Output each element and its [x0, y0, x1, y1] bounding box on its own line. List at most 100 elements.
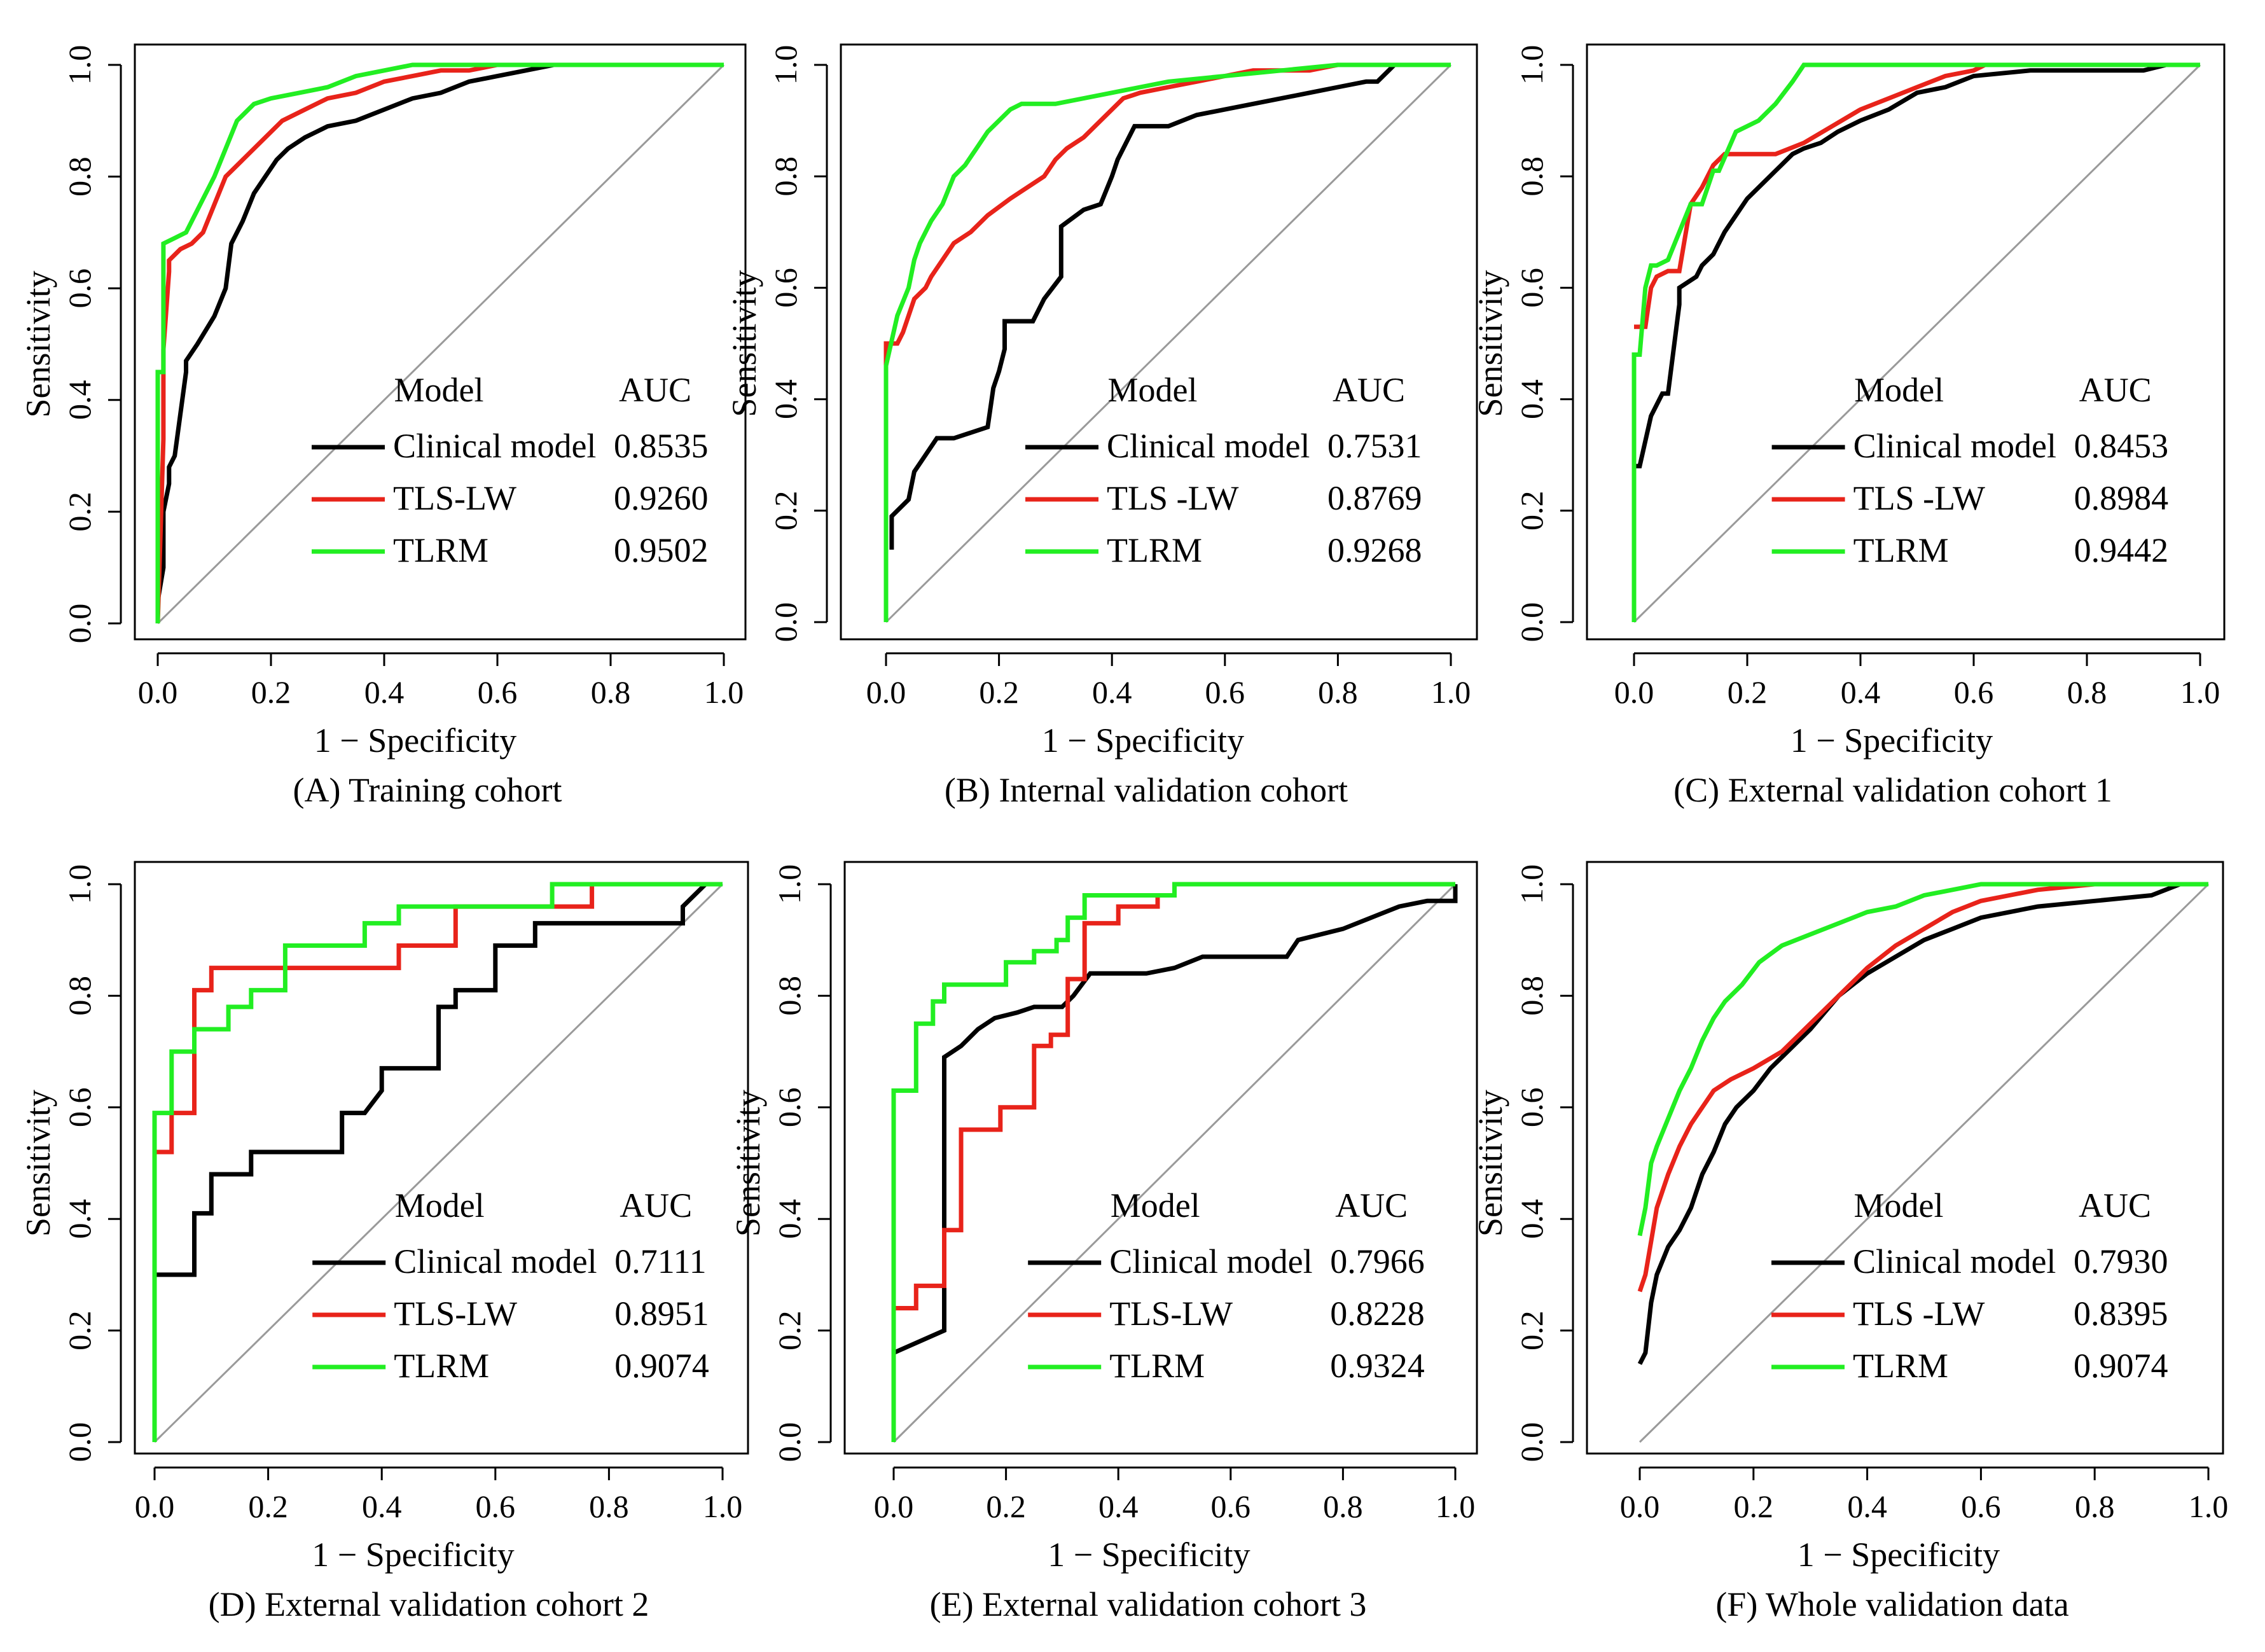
x-tick-label: 0.0 [1614, 674, 1654, 710]
y-axis-title: Sensitivity [1471, 1090, 1509, 1237]
legend-series-auc: 0.8395 [2074, 1295, 2168, 1333]
roc-curve-tls-lw [1637, 882, 2208, 1293]
y-tick-label: 0.6 [772, 1088, 807, 1128]
y-tick-label: 0.2 [1514, 1310, 1549, 1350]
roc-curve-tls-lw [155, 62, 724, 624]
x-tick-label: 0.0 [138, 674, 178, 710]
legend-series-auc: 0.8769 [1327, 479, 1422, 517]
y-tick-label: 0.6 [62, 268, 97, 309]
reference-diagonal [892, 883, 1457, 1443]
y-tick-label: 0.4 [62, 380, 97, 420]
legend-header-model: Model [1111, 1186, 1200, 1225]
y-tick-label: 0.4 [772, 1199, 807, 1239]
x-axis-title: 1 − Specificity [314, 721, 516, 760]
legend-series-name: TLS -LW [1853, 479, 1985, 517]
y-tick-label: 1.0 [62, 45, 97, 85]
legend-header-auc: AUC [2079, 1186, 2151, 1225]
y-tick-label: 0.6 [62, 1088, 97, 1128]
plot-frame [1586, 43, 2226, 641]
legend-series-auc: 0.8228 [1330, 1295, 1425, 1333]
x-tick-label: 0.2 [1728, 674, 1768, 710]
roc-curve-tlrm [152, 882, 723, 1442]
legend-header-auc: AUC [620, 1186, 692, 1225]
x-tick-label: 0.8 [591, 674, 631, 710]
x-tick-label: 1.0 [703, 1489, 743, 1524]
y-axis-title: Sensitivity [19, 270, 57, 417]
y-tick-label: 0.2 [772, 1310, 807, 1350]
legend-series-name: TLRM [393, 531, 488, 569]
y-tick-label: 0.8 [768, 156, 803, 197]
legend-series-name: TLS -LW [1107, 479, 1238, 517]
y-tick-label: 0.8 [62, 976, 97, 1016]
x-tick-label: 0.6 [1954, 674, 1994, 710]
x-tick-label: 0.8 [1318, 674, 1358, 710]
roc-panel-2: 0.0 0.2 0.4 0.6 0.8 1.0 1 − Specificity 0.0 0.2 0… [725, 43, 1478, 809]
x-axis-title: 1 − Specificity [1042, 721, 1244, 760]
legend-series-name: Clinical model [1109, 1242, 1312, 1281]
x-tick-label: 0.0 [874, 1489, 914, 1524]
x-tick-label: 0.2 [986, 1489, 1026, 1524]
y-tick-label: 0.4 [768, 379, 803, 419]
x-tick-label: 0.8 [589, 1489, 629, 1524]
roc-panel-5: 0.0 0.2 0.4 0.6 0.8 1.0 1 − Specificity 0.0 0.2 0… [729, 861, 1478, 1623]
legend-series-name: TLRM [1107, 531, 1202, 569]
roc-curve-tlrm [891, 882, 1455, 1442]
legend-series-name: Clinical model [1853, 1242, 2056, 1281]
x-tick-label: 0.4 [1092, 674, 1132, 710]
reference-diagonal [1638, 883, 2210, 1443]
roc-curve-clinical-model [155, 62, 724, 602]
roc-curve-clinical-model [892, 884, 1458, 1355]
panel-caption: (F) Whole validation data [1715, 1585, 2068, 1623]
legend-header-model: Model [1108, 371, 1198, 409]
legend-series-name: TLRM [394, 1347, 489, 1385]
legend-series-auc: 0.9074 [614, 1347, 709, 1385]
legend-series-auc: 0.7966 [1330, 1242, 1425, 1281]
legend-header-auc: AUC [1333, 371, 1405, 409]
y-axis-title: Sensitivity [1471, 270, 1509, 417]
x-tick-label: 0.4 [1847, 1489, 1887, 1524]
reference-diagonal [885, 64, 1452, 623]
x-tick-label: 0.6 [1205, 674, 1245, 710]
x-tick-label: 1.0 [2180, 674, 2220, 710]
x-tick-label: 0.8 [2075, 1489, 2115, 1524]
legend-header-auc: AUC [619, 371, 691, 409]
y-tick-label: 0.6 [1514, 268, 1549, 308]
plot-frame [840, 43, 1478, 641]
roc-panel-4: 0.0 0.2 0.4 0.6 0.8 1.0 1 − Specificity 0.0 0.2 0… [19, 861, 749, 1623]
x-tick-label: 0.6 [1211, 1489, 1251, 1524]
plot-frame [134, 43, 747, 641]
y-tick-label: 0.0 [1514, 1422, 1549, 1462]
legend-header-model: Model [395, 1186, 485, 1225]
y-tick-label: 0.8 [1514, 156, 1549, 197]
x-tick-label: 0.4 [364, 674, 405, 710]
x-tick-label: 1.0 [1431, 674, 1471, 710]
legend-series-name: Clinical model [1107, 427, 1310, 465]
y-tick-label: 0.2 [1514, 491, 1549, 531]
x-tick-label: 0.0 [866, 674, 906, 710]
x-tick-label: 0.8 [2067, 674, 2107, 710]
x-tick-label: 0.6 [476, 1489, 516, 1524]
y-tick-label: 0.8 [772, 976, 807, 1016]
y-tick-label: 1.0 [768, 45, 803, 85]
x-tick-label: 0.2 [1734, 1489, 1774, 1524]
y-tick-label: 0.2 [768, 491, 803, 531]
legend-series-auc: 0.8535 [614, 427, 709, 465]
legend-series-name: TLS -LW [1853, 1295, 1984, 1333]
legend-header-auc: AUC [1335, 1186, 1408, 1225]
legend-series-auc: 0.9442 [2074, 531, 2169, 569]
legend-series-auc: 0.8453 [2074, 427, 2169, 465]
reference-diagonal [1633, 64, 2201, 623]
x-tick-label: 0.2 [251, 674, 291, 710]
panel-caption: (C) External validation cohort 1 [1673, 771, 2112, 809]
legend-series-auc: 0.8951 [614, 1295, 709, 1333]
y-tick-label: 0.0 [768, 602, 803, 642]
plot-frame [843, 861, 1478, 1455]
y-tick-label: 0.8 [62, 156, 97, 197]
legend-series-name: TLRM [1853, 1347, 1948, 1385]
x-axis-title: 1 − Specificity [1048, 1536, 1250, 1574]
x-tick-label: 0.8 [1323, 1489, 1363, 1524]
roc-curve-tls-lw [1634, 62, 2200, 330]
x-tick-label: 0.6 [1961, 1489, 2001, 1524]
panel-caption: (E) External validation cohort 3 [930, 1585, 1367, 1623]
